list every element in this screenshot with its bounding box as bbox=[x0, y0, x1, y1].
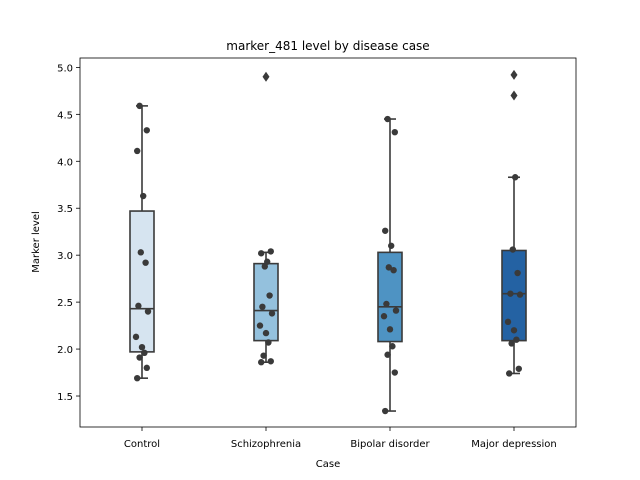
data-point bbox=[514, 269, 521, 277]
data-point bbox=[508, 340, 515, 347]
x-tick-label: Bipolar disorder bbox=[350, 439, 430, 450]
data-point bbox=[143, 127, 150, 134]
data-point bbox=[138, 343, 146, 351]
data-point bbox=[266, 292, 273, 299]
data-point bbox=[512, 174, 519, 181]
x-axis-label: Case bbox=[316, 459, 340, 470]
data-point bbox=[142, 259, 149, 266]
data-point bbox=[260, 352, 267, 359]
data-point bbox=[134, 147, 141, 155]
y-tick-label: 1.5 bbox=[57, 392, 73, 403]
data-point bbox=[515, 365, 522, 372]
box-0 bbox=[129, 210, 155, 353]
data-point bbox=[256, 322, 264, 329]
data-point bbox=[144, 308, 152, 315]
data-point bbox=[132, 333, 140, 341]
data-point bbox=[267, 248, 274, 255]
data-point bbox=[385, 264, 392, 271]
data-point bbox=[262, 329, 270, 337]
chart-title: marker_481 level by disease case bbox=[226, 39, 429, 53]
data-point bbox=[384, 115, 391, 123]
y-axis-label: Marker level bbox=[31, 211, 42, 273]
data-point bbox=[267, 358, 274, 365]
data-point bbox=[510, 327, 518, 334]
data-point bbox=[391, 369, 398, 376]
data-point bbox=[380, 313, 388, 320]
data-point bbox=[143, 364, 150, 372]
data-point bbox=[382, 227, 389, 234]
y-tick-label: 5.0 bbox=[57, 63, 73, 74]
data-point bbox=[507, 290, 514, 297]
plot-frame bbox=[79, 57, 577, 428]
data-point bbox=[258, 359, 265, 366]
x-axis: Control Schizophrenia Bipolar disorder Majo… bbox=[124, 427, 557, 450]
data-point bbox=[268, 310, 276, 317]
data-point bbox=[384, 351, 391, 358]
data-point bbox=[392, 307, 400, 314]
outlier-marker bbox=[510, 90, 518, 101]
data-point bbox=[383, 300, 390, 308]
data-point bbox=[513, 336, 520, 343]
data-point bbox=[509, 246, 516, 253]
data-point bbox=[264, 258, 271, 265]
y-tick-label: 3.0 bbox=[57, 251, 73, 262]
data-point bbox=[391, 128, 398, 136]
data-point bbox=[134, 374, 141, 382]
data-point bbox=[506, 370, 513, 377]
data-point bbox=[389, 343, 396, 350]
data-point bbox=[140, 192, 147, 200]
y-tick-label: 4.5 bbox=[57, 110, 73, 121]
data-point bbox=[504, 318, 512, 326]
x-tick-label: Schizophrenia bbox=[231, 439, 301, 450]
outlier-marker bbox=[262, 71, 270, 82]
points-layer bbox=[132, 69, 524, 415]
data-point bbox=[141, 349, 148, 357]
plot-area bbox=[80, 58, 576, 427]
y-tick-label: 2.0 bbox=[57, 345, 73, 356]
data-point bbox=[390, 266, 397, 274]
y-tick-label: 4.0 bbox=[57, 157, 73, 168]
y-tick-label: 3.5 bbox=[57, 204, 73, 215]
data-point bbox=[135, 302, 142, 310]
data-point bbox=[137, 249, 144, 256]
outlier-marker bbox=[510, 69, 518, 80]
data-point bbox=[258, 250, 265, 257]
data-point bbox=[382, 407, 389, 415]
y-axis: 1.5 2.0 2.5 3.0 3.5 4.0 4.5 5.0 bbox=[57, 63, 80, 403]
box-1 bbox=[253, 262, 279, 342]
data-point bbox=[386, 326, 394, 333]
data-point bbox=[136, 354, 143, 361]
data-point bbox=[516, 291, 524, 298]
data-point bbox=[136, 102, 143, 110]
x-tick-label: Control bbox=[124, 439, 160, 450]
y-tick-label: 2.5 bbox=[57, 298, 73, 309]
data-point bbox=[259, 303, 266, 311]
data-point bbox=[265, 339, 272, 346]
data-point bbox=[388, 242, 395, 249]
x-tick-label: Major depression bbox=[471, 439, 557, 450]
